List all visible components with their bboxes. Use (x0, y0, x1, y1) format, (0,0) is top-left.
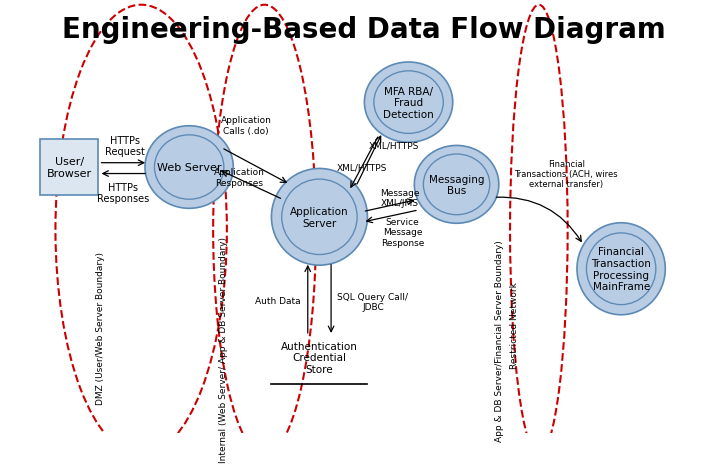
Text: DMZ (User/Web Server Boundary): DMZ (User/Web Server Boundary) (95, 251, 105, 404)
Text: XML/HTTPS: XML/HTTPS (368, 141, 419, 150)
Text: SQL Query Call/
JDBC: SQL Query Call/ JDBC (337, 292, 408, 311)
Text: Engineering-Based Data Flow Diagram: Engineering-Based Data Flow Diagram (62, 16, 666, 43)
Text: User/
Browser: User/ Browser (47, 157, 92, 178)
Ellipse shape (414, 146, 499, 224)
Text: Authentication
Credential
Store: Authentication Credential Store (281, 341, 358, 374)
Text: Application
Responses: Application Responses (214, 168, 265, 187)
Text: Restricted Network: Restricted Network (510, 282, 519, 369)
Ellipse shape (365, 63, 453, 143)
Text: XML/HTTPS: XML/HTTPS (337, 163, 387, 172)
FancyBboxPatch shape (40, 139, 98, 196)
Text: App & DB Server/Financial Server Boundary): App & DB Server/Financial Server Boundar… (495, 240, 505, 441)
Text: MFA RBA/
Fraud
Detection: MFA RBA/ Fraud Detection (383, 86, 434, 119)
Ellipse shape (145, 127, 233, 209)
Text: Messaging
Bus: Messaging Bus (429, 174, 484, 196)
Text: Financial
Transaction
Processing
MainFrame: Financial Transaction Processing MainFra… (591, 247, 651, 291)
Text: Financial
Transactions (ACH, wires
external transfer): Financial Transactions (ACH, wires exter… (515, 159, 618, 189)
Text: Application
Server: Application Server (290, 207, 349, 228)
Ellipse shape (272, 169, 368, 266)
Text: Auth Data: Auth Data (256, 296, 301, 305)
Text: HTTPs
Responses: HTTPs Responses (97, 182, 149, 204)
Text: Application
Calls (.do): Application Calls (.do) (221, 116, 272, 136)
Text: Message
XML/JMS: Message XML/JMS (380, 188, 419, 208)
Text: Web Server: Web Server (157, 163, 221, 173)
Ellipse shape (577, 223, 665, 315)
Text: HTTPs
Request: HTTPs Request (106, 135, 146, 157)
Text: Internal (Web Server/ App & DB Server Boundary): Internal (Web Server/ App & DB Server Bo… (219, 236, 228, 462)
Text: Service
Message
Response: Service Message Response (381, 218, 424, 248)
